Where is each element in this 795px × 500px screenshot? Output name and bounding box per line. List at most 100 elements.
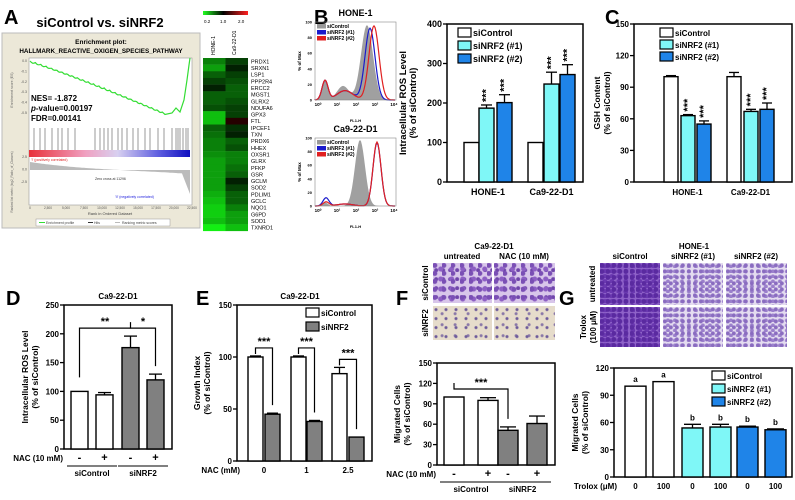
metric-axis: 2.5 0.0 -2.5 xyxy=(21,155,27,184)
gene-label: PPP2R4 xyxy=(251,79,272,85)
legend-label: siNRF2 (#1) xyxy=(473,41,523,51)
group-label: siControl xyxy=(74,469,109,478)
rank-tick: 17,500 xyxy=(151,206,161,210)
chart-title: Ca9-22-D1 xyxy=(474,242,514,251)
heatmap-cell xyxy=(203,177,226,185)
p-value: p-value=0.00197 xyxy=(30,104,93,113)
flow-legend-swatch xyxy=(317,140,326,145)
bar-condition-label: 0 xyxy=(745,482,750,491)
heatmap-cell xyxy=(203,104,226,112)
negative-correlated-label: 'II' (negatively correlated) xyxy=(115,195,154,199)
flow-x-tick: 10⁴ xyxy=(390,102,397,107)
bar-sicontrol xyxy=(624,385,647,478)
heatmap-cell xyxy=(225,164,248,172)
heatmap-cell xyxy=(225,224,248,232)
enrichment-plot-label: Enrichment plot: xyxy=(75,39,127,46)
significance-letter: b xyxy=(745,415,750,424)
y-axis-label: (% of siControl) xyxy=(30,345,40,408)
micrograph-f-sinrf2-nac xyxy=(494,306,555,340)
condition-label: NAC (10 mM) xyxy=(13,454,63,463)
condition-label: NAC (mM) xyxy=(201,466,240,475)
heatmap-cell xyxy=(203,91,226,99)
p-symbol: p xyxy=(30,104,36,113)
bar-sinrf2-2- xyxy=(736,426,759,478)
metric-tick: 2.5 xyxy=(22,155,27,159)
y-tick-label: 120 xyxy=(616,52,630,61)
heatmap-cells: PRDX1SRXN1LSP1PPP2R4ERCC2MGST1GLRX2NDUFA… xyxy=(203,58,273,232)
fdr-value: FDR=0.00141 xyxy=(31,114,82,123)
legend-swatch xyxy=(457,53,472,64)
es-tick: -0.4 xyxy=(21,101,27,105)
rank-tick: 12,500 xyxy=(115,206,125,210)
y-tick-label: 120 xyxy=(596,364,610,373)
y-tick-label: 150 xyxy=(419,359,433,368)
bar-sicontrol xyxy=(331,372,348,462)
bar-sinrf2 xyxy=(497,429,519,466)
heatmap-cell xyxy=(203,71,226,79)
flow-x-tick: 10² xyxy=(353,102,360,107)
heatmap-cell xyxy=(203,157,226,165)
legend-label: siControl xyxy=(473,28,513,38)
chart-axes-frame xyxy=(633,23,793,183)
flow-x-label: FL1-H xyxy=(350,118,361,123)
heatmap-cell xyxy=(225,171,248,178)
heatmap-cell xyxy=(203,124,226,132)
significance-bracket xyxy=(129,322,157,367)
gene-label: PRDX6 xyxy=(251,139,269,145)
bar-chart-b: 0 100 200 300 400 Intracellular ROS Level (% o… xyxy=(398,19,584,197)
significance-stars: *** xyxy=(258,336,272,348)
y-tick-label: 200 xyxy=(46,330,60,339)
y-axis-label: (% of siControl) xyxy=(402,382,412,445)
histogram-sinrf2-2 xyxy=(314,24,395,101)
gene-label: SOD2 xyxy=(251,186,266,192)
heatmap-cell xyxy=(203,84,226,92)
micrograph-g-sicontrol-trolox xyxy=(600,307,660,347)
flow-legend-label: siNRF2 (#2) xyxy=(327,152,355,158)
y-tick-label: 90 xyxy=(600,391,609,400)
y-tick-label: 250 xyxy=(46,301,60,310)
bar-chart-d: 0 50 100 150 200 250 Intracellular ROS Level (%… xyxy=(13,292,173,478)
flow-legend-swatch xyxy=(317,36,326,41)
heatmap-cell xyxy=(225,137,248,145)
image-row-label: untreated xyxy=(588,266,597,303)
heatmap-cell xyxy=(225,210,248,218)
chart-title: Ca9-22-D1 xyxy=(280,292,320,301)
p-value-text: -value=0.00197 xyxy=(36,104,93,113)
y-axis-label: (% of siControl) xyxy=(602,71,612,134)
y-tick-label: 100 xyxy=(219,353,233,362)
x-group-label: 0 xyxy=(262,466,267,475)
flow-y-tick: 100 xyxy=(305,136,312,141)
bar-condition-label: - xyxy=(506,468,510,480)
gene-label: GPX3 xyxy=(251,113,266,119)
legend-hits: Hits xyxy=(94,221,100,225)
heatmap-cell xyxy=(203,58,226,65)
heatmap-color-scale xyxy=(203,11,248,15)
y-tick-label: 100 xyxy=(46,387,60,396)
significance-stars: *** xyxy=(342,347,356,359)
es-tick: -0.5 xyxy=(21,111,27,115)
heatmap-cell xyxy=(225,144,248,152)
flow-x-tick: 10⁰ xyxy=(315,102,322,107)
flow-legend-swatch xyxy=(317,30,326,35)
heatmap-cell xyxy=(225,64,248,72)
hits-track xyxy=(33,128,189,150)
bar-sinrf2 xyxy=(121,346,140,450)
y-tick-label: 300 xyxy=(427,59,442,69)
rank-tick: 0 xyxy=(29,206,31,210)
heatmap-cell xyxy=(203,151,226,158)
heatmap-cell xyxy=(203,64,226,72)
heatmap-cell xyxy=(225,111,248,119)
scale-tick: 0.2 xyxy=(204,19,211,24)
significance-stars: *** xyxy=(546,56,558,70)
gene-label: OXSR1 xyxy=(251,152,270,158)
flow-plot-frame xyxy=(314,137,397,207)
significance-stars: *** xyxy=(562,48,574,62)
significance-letter: a xyxy=(661,371,666,380)
heatmap-cell xyxy=(203,164,226,172)
bar-sinrf2 xyxy=(526,422,548,466)
bar-sicontrol xyxy=(527,141,544,183)
bar-sinrf2 xyxy=(146,379,165,450)
chart-title: HONE-1 xyxy=(679,242,710,251)
legend-swatch xyxy=(711,370,726,381)
